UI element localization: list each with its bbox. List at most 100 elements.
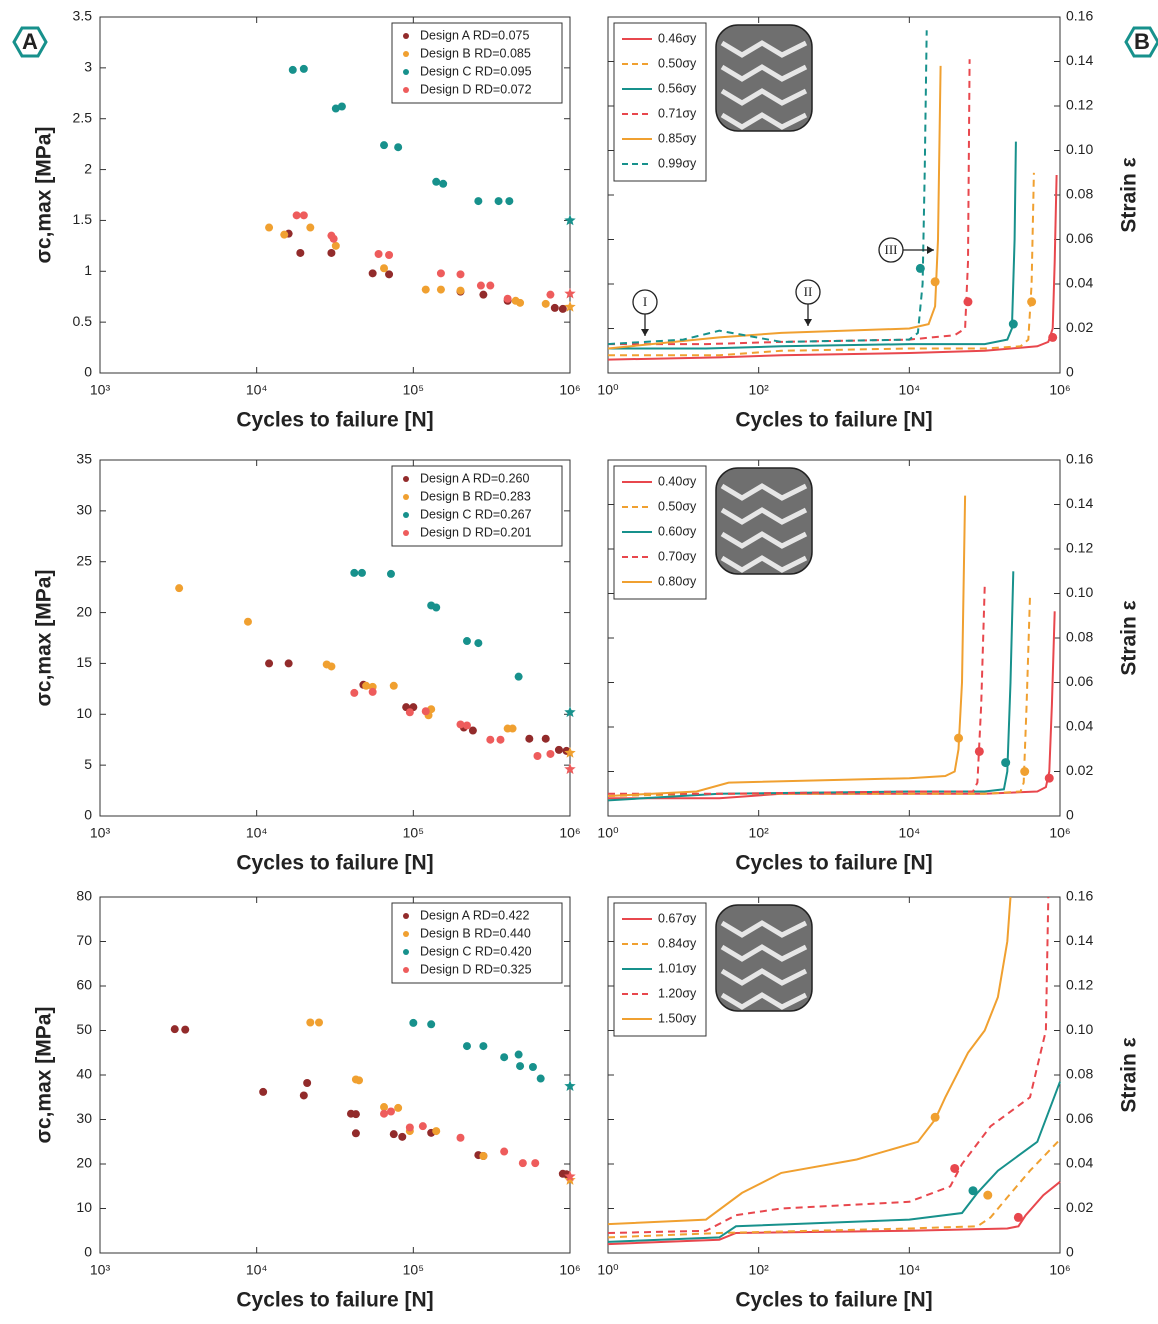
data-point <box>394 1103 403 1112</box>
panel-label: B <box>1134 29 1150 54</box>
specimen-strut <box>720 531 808 549</box>
legend-label: Design B RD=0.283 <box>420 489 531 503</box>
annotation: II <box>804 284 813 299</box>
runout-point <box>564 1080 576 1091</box>
failure-point <box>974 746 984 756</box>
legend-label: Design B RD=0.440 <box>420 926 531 940</box>
legend-label: 0.56σy <box>658 81 697 95</box>
badge <box>12 26 48 58</box>
legend-label: Design B RD=0.085 <box>420 46 531 60</box>
data-point <box>389 681 398 690</box>
y-tick-label: 0.06 <box>1066 673 1093 689</box>
y-tick-label: 50 <box>76 1021 92 1037</box>
legend-box <box>391 902 563 984</box>
data-point <box>306 1018 315 1027</box>
failure-point <box>1013 1212 1023 1222</box>
y-tick-label: 0.08 <box>1066 186 1093 202</box>
data-point <box>516 1062 525 1071</box>
x-tick-label: 10⁴ <box>246 382 268 398</box>
y-axis-label: σc,max [MPa] <box>33 127 56 264</box>
y-tick-label: 80 <box>76 888 92 904</box>
legend-marker <box>403 494 409 500</box>
y-tick-label: 0.08 <box>1066 629 1093 645</box>
legend-label: Design D RD=0.072 <box>420 82 532 96</box>
failure-point <box>1001 758 1011 768</box>
y-tick-label: 0.16 <box>1066 888 1093 904</box>
data-point <box>514 672 523 681</box>
specimen-strut <box>720 992 808 1010</box>
data-point <box>405 1123 414 1132</box>
data-point <box>494 197 503 206</box>
legend-marker <box>403 51 409 57</box>
y-tick-label: 60 <box>76 977 92 993</box>
data-point <box>386 1107 395 1116</box>
specimen-strut <box>720 64 808 82</box>
specimen-strut <box>720 555 808 573</box>
legend-marker <box>403 949 409 955</box>
data-point <box>528 1062 537 1071</box>
x-tick-label: 10⁴ <box>899 1262 921 1278</box>
legend-label: 1.50σy <box>658 1011 697 1025</box>
runout-point <box>564 214 576 226</box>
data-point <box>436 269 445 278</box>
data-point <box>181 1025 190 1034</box>
data-point <box>541 299 550 308</box>
failure-point <box>1044 773 1054 783</box>
annotation-circle <box>795 279 821 305</box>
y-tick-label: 0.04 <box>1066 1155 1093 1171</box>
data-point <box>284 659 293 668</box>
data-point <box>486 735 495 744</box>
y-tick-label: 0.02 <box>1066 1199 1093 1215</box>
failure-point <box>1020 767 1030 776</box>
data-point <box>329 234 338 243</box>
annotation-circle <box>632 289 658 315</box>
x-tick-label: 10³ <box>90 825 111 841</box>
y-tick-label: 0 <box>84 364 92 380</box>
strain-curve <box>608 611 1056 800</box>
y-tick-label: 0.14 <box>1066 52 1093 68</box>
legend-label: 0.40σy <box>658 474 697 488</box>
y-tick-label: 0.02 <box>1066 762 1093 778</box>
data-point <box>421 285 430 294</box>
y-tick-label: 40 <box>76 1066 92 1082</box>
data-point <box>427 1020 436 1029</box>
x-tick-label: 10⁰ <box>597 382 619 398</box>
data-point <box>546 749 555 758</box>
specimen-strut <box>720 920 808 938</box>
strain-curve <box>608 141 1017 350</box>
y-tick-label: 20 <box>76 603 92 619</box>
legend-marker <box>403 512 409 518</box>
legend-label: 1.01σy <box>658 961 697 975</box>
failure-point <box>915 263 925 273</box>
arrow-head <box>804 319 812 326</box>
failure-point <box>930 277 940 287</box>
data-point <box>303 1079 312 1088</box>
y-tick-label: 2 <box>84 160 92 176</box>
strain-curve <box>607 571 1015 802</box>
y-tick-label: 1.5 <box>73 211 93 227</box>
data-point <box>351 1129 360 1138</box>
x-tick-label: 10⁵ <box>403 382 424 398</box>
legend-marker <box>403 476 409 482</box>
y-tick-label: 2.5 <box>73 109 93 125</box>
failure-point <box>930 1112 940 1122</box>
y-tick-label: 25 <box>76 552 92 568</box>
runout-point <box>564 706 576 718</box>
y-tick-label: 0.12 <box>1066 977 1093 993</box>
specimen-strut <box>720 944 808 962</box>
strain-curve <box>607 495 967 797</box>
y-tick-label: 5 <box>84 756 92 772</box>
y-tick-label: 3 <box>84 59 92 75</box>
data-point <box>525 734 534 743</box>
data-point <box>436 285 445 294</box>
data-point <box>380 141 389 150</box>
y-tick-label: 0.04 <box>1066 275 1093 291</box>
data-point <box>337 102 346 111</box>
data-point <box>508 724 517 733</box>
annotation: I <box>643 294 647 309</box>
legend-label: 1.20σy <box>658 986 697 1000</box>
y-tick-label: 0.06 <box>1066 230 1093 246</box>
y-tick-label: 0 <box>1066 807 1074 823</box>
data-point <box>486 281 495 290</box>
legend-label: 0.70σy <box>658 549 697 563</box>
